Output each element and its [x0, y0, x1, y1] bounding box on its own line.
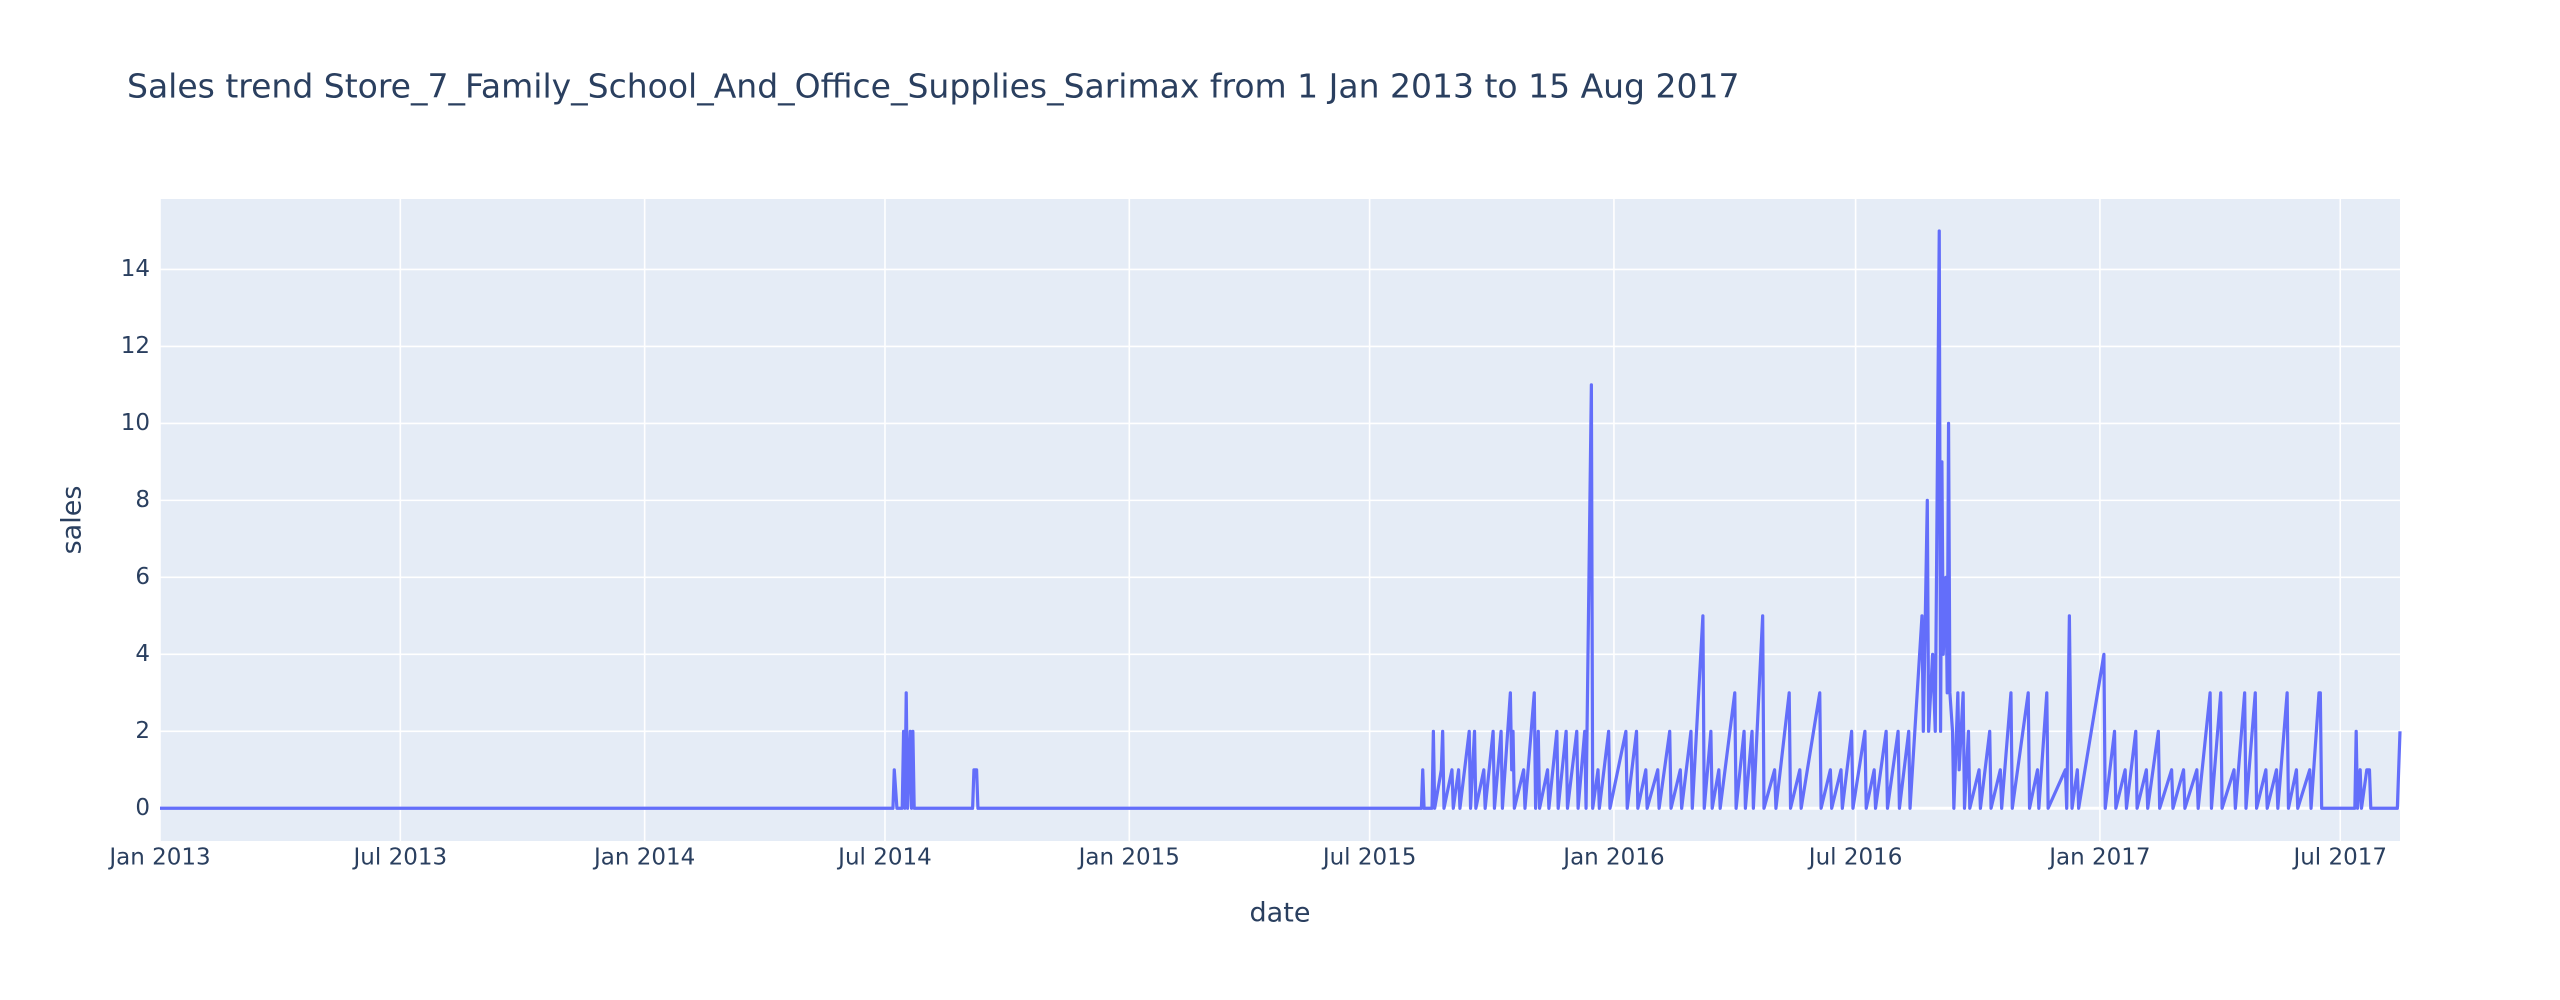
y-tick-label: 8: [135, 487, 150, 513]
x-tick-label: Jan 2015: [1077, 845, 1180, 871]
y-tick-label: 10: [121, 410, 150, 436]
y-tick-label: 4: [135, 641, 150, 667]
x-tick-label: Jul 2015: [1321, 845, 1417, 871]
x-tick-label: Jan 2014: [592, 845, 695, 871]
y-tick-label: 0: [135, 795, 150, 821]
x-tick-label: Jul 2014: [836, 845, 932, 871]
x-tick-label: Jan 2016: [1561, 845, 1664, 871]
plot-background: [160, 199, 2400, 841]
chart-title: Sales trend Store_7_Family_School_And_Of…: [127, 67, 1739, 106]
x-tick-label: Jan 2017: [2047, 845, 2150, 871]
x-axis-title: date: [1250, 898, 1311, 929]
x-tick-label: Jul 2013: [352, 845, 448, 871]
sales-line: [160, 229, 2402, 810]
y-tick-label: 12: [121, 333, 150, 359]
y-tick-label: 2: [135, 718, 150, 744]
y-tick-label: 14: [121, 256, 150, 282]
y-tick-label: 6: [135, 564, 150, 590]
x-tick-label: Jul 2016: [1807, 845, 1903, 871]
x-tick-label: Jul 2017: [2291, 845, 2387, 871]
x-tick-label: Jan 2013: [107, 845, 210, 871]
y-axis-title: sales: [57, 486, 88, 555]
